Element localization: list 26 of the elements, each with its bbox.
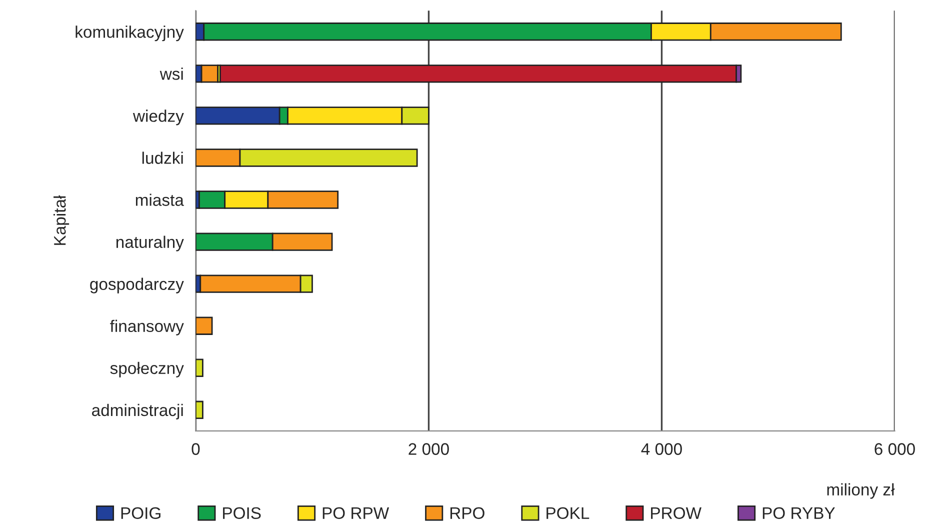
y-tick-label: miasta [136, 194, 184, 206]
y-axis-title: Kapitał [54, 195, 70, 245]
legend-label: PO RYBY [762, 507, 835, 520]
bar [196, 400, 204, 420]
x-axis-title: miliony zł [827, 483, 895, 499]
y-tick-label: administracji [92, 404, 183, 420]
legend-label: RPO [450, 507, 484, 520]
y-tick-label: wiedzy [132, 110, 184, 126]
y-tick-label: ludzki [142, 152, 183, 164]
x-tick-label: 2 000 [408, 443, 449, 455]
y-tick-label: wsi [160, 68, 183, 80]
y-tick-label: społeczny [110, 362, 184, 378]
y-tick-label: naturalny [116, 236, 184, 252]
legend-label: PROW [651, 507, 702, 520]
legend-label: POKL [546, 507, 590, 520]
x-tick-label: 6 000 [874, 443, 915, 455]
y-tick-label: komunikacyjny [76, 26, 184, 42]
legend-label: POIG [121, 507, 160, 520]
bar [196, 358, 204, 377]
legend-label: POIS [223, 507, 261, 520]
x-tick-label: 0 [192, 443, 200, 455]
bar [196, 316, 213, 335]
y-tick-label: gospodarczy [90, 278, 184, 294]
x-tick-label: 4 000 [641, 443, 682, 455]
y-tick-label: finansowy [110, 320, 184, 336]
legend-label: PO RPW [322, 507, 390, 520]
